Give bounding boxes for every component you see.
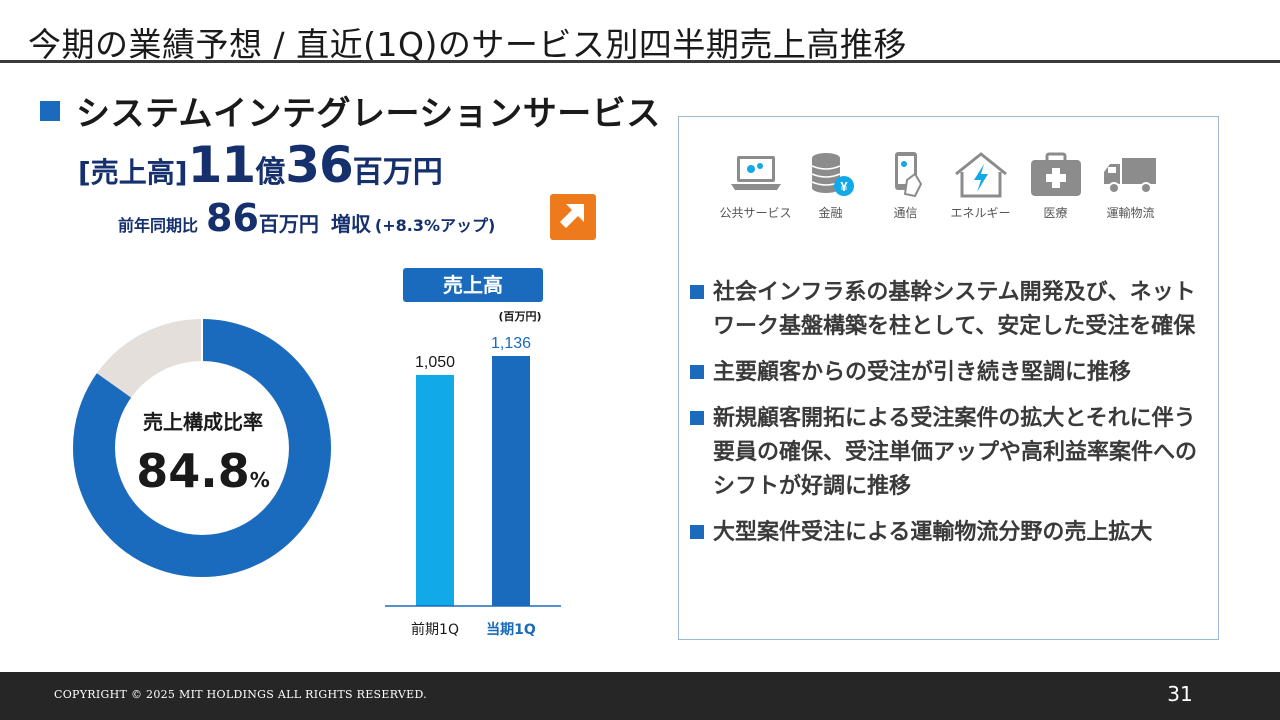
- yoy-comparison: 前年同期比 86 百万円 増収 (+8.3%アップ): [118, 196, 495, 240]
- bar-category-label: 当期1Q: [486, 621, 536, 638]
- yoy-change: 増収: [330, 212, 371, 236]
- donut-value: 84.8%: [108, 444, 298, 498]
- industry-item: 運輸物流: [1093, 150, 1168, 221]
- revenue-man-value: 36: [285, 136, 354, 194]
- industry-label: エネルギー: [950, 206, 1011, 220]
- bar-value-label: 1,136: [491, 335, 531, 352]
- bullet-list: 社会インフラ系の基幹システム開発及び、ネットワーク基盤構築を柱として、安定した受…: [690, 276, 1210, 562]
- bullet-square: [690, 525, 704, 539]
- industry-item: ¥ 金融: [793, 150, 868, 221]
- revenue-man-unit: 百万円: [352, 155, 443, 190]
- bullet-item: 大型案件受注による運輸物流分野の売上拡大: [690, 516, 1210, 550]
- bullet-text: 新規顧客開拓による受注案件の拡大とそれに伴う要員の確保、受注単価アップや高利益率…: [713, 406, 1198, 499]
- smartphone-icon: [894, 152, 922, 198]
- section-header: システムインテグレーションサービス: [40, 86, 661, 135]
- industry-label: 運輸物流: [1106, 206, 1155, 220]
- industry-label: 医療: [1043, 206, 1068, 220]
- donut-percentage-value: 84.8: [136, 444, 250, 498]
- footer-bar: [0, 672, 1280, 720]
- bullet-square: [690, 411, 704, 425]
- bullet-text: 社会インフラ系の基幹システム開発及び、ネットワーク基盤構築を柱として、安定した受…: [713, 280, 1196, 339]
- revenue-kpi: [売上高] 11 億 36 百万円: [78, 136, 443, 194]
- footer-copyright: COPYRIGHT © 2025 MIT HOLDINGS ALL RIGHTS…: [54, 688, 427, 701]
- bullet-square: [690, 285, 704, 299]
- industry-icons: 公共サービス ¥ 金融 通信 エネルギー: [718, 150, 1168, 221]
- bullet-item: 主要顧客からの受注が引き続き堅調に推移: [690, 356, 1210, 390]
- industry-item: 医療: [1018, 150, 1093, 221]
- bar-category-label: 前期1Q: [411, 621, 459, 638]
- revenue-bar-chart: 1,050 前期1Q 1,136 当期1Q: [385, 335, 561, 638]
- industry-item: 通信: [868, 150, 943, 221]
- revenue-oku-unit: 億: [255, 155, 286, 190]
- medical-kit-icon: [1030, 152, 1081, 196]
- industry-label: 公共サービス: [719, 206, 792, 220]
- bar-chart-unit: (百万円): [498, 310, 542, 323]
- bar-chart-title: 売上高: [403, 268, 543, 302]
- industry-item: 公共サービス: [718, 150, 793, 221]
- industry-item: エネルギー: [943, 150, 1018, 221]
- laptop-gear-icon: [730, 156, 781, 190]
- bar-value-label: 1,050: [415, 354, 455, 371]
- donut-label: 売上構成比率: [143, 410, 263, 434]
- bullet-square: [690, 365, 704, 379]
- industry-label: 金融: [818, 206, 843, 220]
- donut-percentage-unit: %: [249, 468, 270, 492]
- page-title: 今期の業績予想 / 直近(1Q)のサービス別四半期売上高推移: [28, 25, 907, 64]
- section-title: システムインテグレーションサービス: [76, 94, 661, 134]
- industry-label: 通信: [893, 206, 918, 220]
- yoy-label: 前年同期比: [118, 216, 199, 235]
- bullet-item: 社会インフラ系の基幹システム開発及び、ネットワーク基盤構築を柱として、安定した受…: [690, 276, 1210, 344]
- yoy-unit: 百万円: [258, 212, 319, 236]
- svg-text:¥: ¥: [840, 179, 848, 194]
- truck-icon: [1103, 158, 1156, 194]
- coins-yen-icon: ¥: [811, 153, 854, 196]
- yoy-value: 86: [206, 196, 259, 240]
- bullet-text: 主要顧客からの受注が引き続き堅調に推移: [713, 360, 1132, 385]
- arrow-up-right-icon: [550, 194, 596, 240]
- page-number: 31: [1167, 682, 1193, 706]
- revenue-share-donut: [73, 319, 331, 577]
- bullet-text: 大型案件受注による運輸物流分野の売上拡大: [713, 520, 1153, 545]
- details-panel: [678, 116, 1219, 640]
- bullet-item: 新規顧客開拓による受注案件の拡大とそれに伴う要員の確保、受注単価アップや高利益率…: [690, 402, 1210, 504]
- bar-1: [492, 356, 530, 606]
- title-divider: [0, 60, 1280, 63]
- revenue-label: [売上高]: [78, 156, 188, 189]
- house-lightning-icon: [954, 152, 1007, 198]
- bar-0: [416, 374, 454, 606]
- yoy-percent: (+8.3%アップ): [374, 216, 496, 235]
- revenue-oku-value: 11: [187, 136, 257, 194]
- section-bullet-square: [40, 100, 60, 121]
